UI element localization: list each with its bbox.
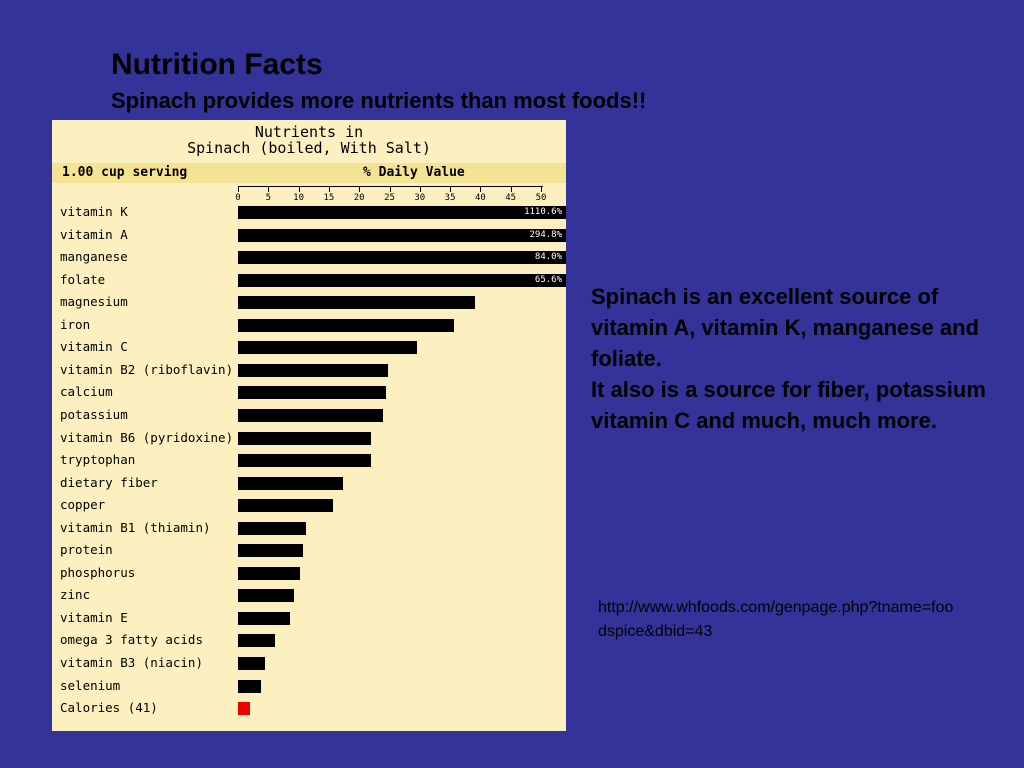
slide-subtitle: Spinach provides more nutrients than mos…	[111, 88, 647, 113]
nutrient-label: manganese	[60, 249, 128, 265]
chart-header-band	[52, 163, 566, 183]
source-link[interactable]: http://www.whfoods.com/genpage.php?tname…	[598, 599, 954, 640]
nutrient-label: Calories (41)	[60, 700, 158, 716]
nutrient-bar: 294.8%	[238, 228, 566, 242]
nutrient-label: selenium	[60, 677, 121, 693]
nutrient-bar: 84.0%	[238, 251, 566, 265]
x-tick-mark	[268, 186, 270, 192]
nutrient-label: potassium	[60, 406, 128, 422]
nutrient-label: tryptophan	[60, 452, 136, 468]
nutrient-label: phosphorus	[60, 564, 136, 580]
nutrient-bar	[238, 386, 387, 400]
nutrient-bar	[238, 657, 265, 670]
x-tick-mark	[510, 186, 512, 192]
slide-title: Nutrition Facts	[111, 48, 323, 81]
x-tick-label: 45	[505, 193, 517, 203]
description-text: Spinach is an excellent source of vitami…	[591, 281, 991, 436]
x-tick-label: 10	[293, 193, 305, 203]
x-tick-mark	[238, 186, 239, 192]
x-tick-label: 20	[353, 193, 365, 203]
description-line-2: It also is a source for fiber, potassium…	[591, 377, 986, 433]
x-tick-mark	[298, 186, 300, 192]
nutrient-label: folate	[60, 271, 106, 287]
nutrient-label: vitamin E	[60, 609, 128, 625]
nutrient-bar	[238, 431, 372, 445]
nutrient-label: vitamin B6 (pyridoxine)	[60, 429, 234, 445]
nutrient-chart: Nutrients in Spinach (boiled, With Salt)…	[52, 120, 566, 731]
x-tick-mark	[359, 186, 361, 192]
serving-size-label: 1.00 cup serving	[62, 165, 188, 180]
nutrient-bar	[238, 499, 334, 513]
nutrient-bar	[238, 589, 294, 603]
bar-value-label: 65.6%	[534, 274, 562, 285]
description-line-1: Spinach is an excellent source of vitami…	[591, 284, 979, 371]
x-tick-label: 35	[444, 193, 456, 203]
nutrient-bar	[238, 634, 275, 648]
nutrient-bar	[238, 476, 343, 490]
nutrient-label: vitamin B2 (riboflavin)	[60, 361, 234, 377]
nutrient-bar	[238, 544, 303, 558]
nutrient-label: dietary fiber	[60, 474, 158, 490]
x-tick-mark	[450, 186, 452, 192]
nutrient-bar	[238, 521, 307, 535]
bar-value-label: 84.0%	[534, 252, 562, 263]
nutrient-bar	[238, 408, 383, 422]
nutrient-label: zinc	[60, 587, 91, 603]
nutrient-bar	[238, 611, 291, 625]
bar-value-label: 294.8%	[529, 229, 562, 240]
nutrient-bar: 65.6%	[238, 273, 566, 287]
bar-value-label: 1110.6%	[524, 207, 562, 217]
x-tick-label: 0	[235, 193, 241, 203]
x-tick-mark	[541, 186, 542, 192]
nutrient-label: omega 3 fatty acids	[60, 632, 203, 648]
x-tick-label: 5	[265, 193, 271, 203]
x-tick-label: 25	[384, 193, 395, 203]
nutrient-label: vitamin B3 (niacin)	[60, 655, 203, 670]
nutrient-bar	[238, 296, 475, 310]
nutrient-bar	[238, 679, 262, 693]
nutrient-bar: 1110.6%	[238, 206, 566, 219]
x-tick-mark	[389, 186, 391, 192]
nutrient-label: calcium	[60, 384, 113, 400]
x-tick-mark	[419, 186, 421, 192]
nutrient-label: vitamin A	[60, 226, 128, 242]
nutrient-label: vitamin C	[60, 339, 128, 355]
nutrient-bar	[238, 318, 455, 332]
nutrient-label: vitamin B1 (thiamin)	[60, 519, 211, 535]
x-tick-mark	[480, 186, 482, 192]
x-tick-label: 50	[535, 193, 547, 203]
x-tick-label: 40	[474, 193, 486, 203]
nutrient-label: iron	[60, 316, 91, 332]
x-tick-label: 15	[323, 193, 335, 203]
nutrient-bar	[238, 454, 371, 468]
nutrient-label: vitamin K	[60, 204, 128, 219]
daily-value-axis-label: % Daily Value	[363, 165, 465, 180]
x-axis-line	[238, 186, 543, 187]
nutrient-label: copper	[60, 497, 106, 513]
nutrient-bar	[238, 566, 300, 580]
nutrient-bar	[238, 341, 417, 355]
nutrient-bar	[238, 702, 251, 716]
nutrient-label: protein	[60, 542, 113, 558]
nutrient-bar	[238, 363, 388, 377]
x-tick-label: 30	[414, 193, 426, 203]
x-tick-mark	[328, 186, 330, 192]
chart-title: Nutrients in Spinach (boiled, With Salt)	[187, 123, 431, 157]
nutrient-label: magnesium	[60, 294, 128, 310]
